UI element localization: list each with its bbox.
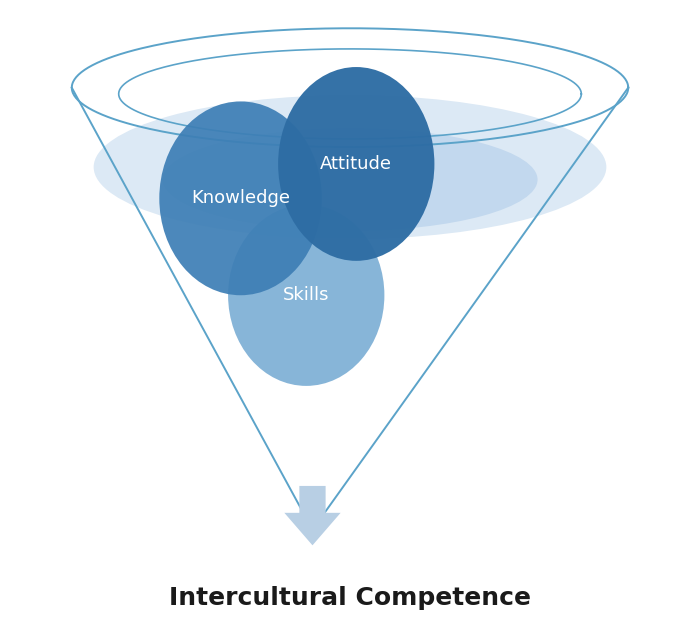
Text: Intercultural Competence: Intercultural Competence [169, 587, 531, 610]
Ellipse shape [278, 67, 435, 261]
Text: Knowledge: Knowledge [191, 189, 290, 207]
Ellipse shape [94, 95, 606, 239]
Text: Skills: Skills [283, 286, 330, 304]
Ellipse shape [160, 102, 322, 295]
Ellipse shape [162, 128, 538, 231]
FancyArrow shape [284, 486, 341, 545]
Ellipse shape [228, 205, 384, 386]
Text: Attitude: Attitude [321, 155, 392, 173]
